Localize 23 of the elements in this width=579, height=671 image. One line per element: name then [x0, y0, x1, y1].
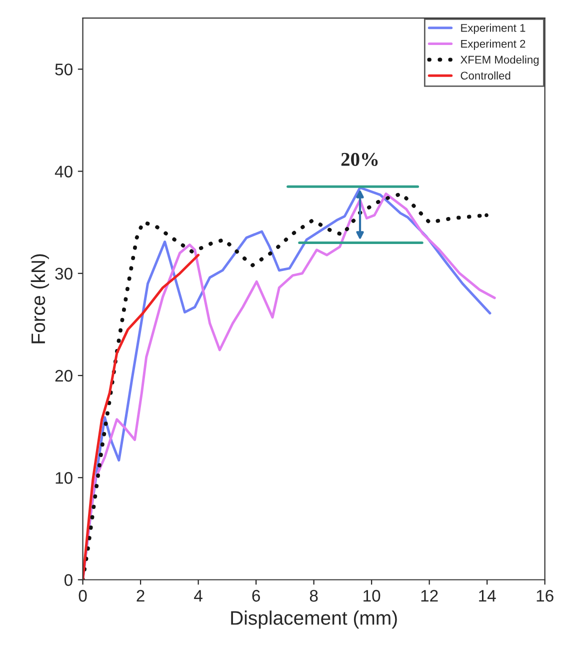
x-tick-label: 10 [364, 590, 380, 602]
y-tick-label: 40 [54, 166, 72, 178]
x-axis-title: Displacement (mm) [231, 610, 397, 629]
y-axis-title: Force (kN) [30, 254, 49, 344]
x-tick-label: 0 [78, 590, 87, 602]
y-tick-label: 0 [64, 574, 72, 586]
annotation: 20% [341, 152, 378, 166]
x-tick-label: 12 [421, 590, 438, 602]
x-tick-label: 2 [136, 590, 144, 602]
y-tick-label: 20 [55, 370, 72, 382]
x-tick-label: 6 [252, 590, 260, 602]
x-tick-label: 8 [310, 590, 318, 602]
y-tick-label: 30 [55, 268, 72, 280]
y-tick-label: 10 [56, 472, 72, 484]
legend-label: Controlled [460, 71, 510, 80]
x-tick-label: 14 [479, 590, 496, 602]
legend-label: Experiment 1 [461, 24, 526, 34]
line-series [82, 254, 200, 580]
legend-label: XFEM Modeling [460, 56, 539, 66]
legend-label: Experiment 2 [461, 40, 526, 50]
y-tick-label: 50 [55, 64, 72, 76]
x-tick-label: 4 [194, 590, 202, 602]
x-tick-label: 16 [536, 590, 554, 602]
